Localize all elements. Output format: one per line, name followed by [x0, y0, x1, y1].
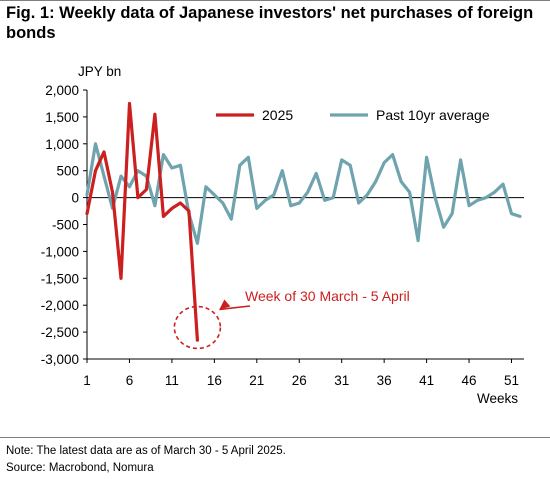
notes: Note: The latest data are as of March 30… [6, 443, 286, 477]
line-chart: 2,000 1,500 1,000 500 0 -500 -1,000 -1,500 -2,00… [41, 64, 524, 406]
source-text: Source: Macrobond, Nomura [6, 462, 154, 474]
y-tick-label: 1,500 [45, 110, 79, 125]
x-tick-label: 21 [249, 373, 264, 388]
x-tick-label: 6 [126, 373, 134, 388]
plot-area: 2,000 1,500 1,000 500 0 -500 -1,000 -1,500 -2,00… [41, 64, 524, 406]
y-tick-label: -500 [52, 218, 79, 233]
x-tick-label: 16 [207, 373, 222, 388]
x-tick-label: 1 [83, 373, 91, 388]
y-tick-label: -1,000 [41, 244, 79, 259]
annotation-arrow-head [219, 299, 231, 310]
x-axis-label: Weeks [477, 391, 518, 406]
y-tick-label: -1,500 [41, 271, 79, 286]
series-average-line [85, 142, 522, 245]
x-tick-label: 11 [165, 373, 179, 388]
chart-title: Fig. 1: Weekly data of Japanese investor… [6, 4, 534, 42]
x-tick-label: 26 [292, 373, 307, 388]
annotation-circle [173, 305, 222, 350]
x-tick-label: 36 [377, 373, 392, 388]
y-tick-label: 2,000 [45, 83, 79, 98]
series-2025-line [85, 101, 199, 342]
legend-average-label: Past 10yr average [376, 107, 490, 123]
x-tick-label: 46 [462, 373, 477, 388]
top-rule [0, 0, 550, 1]
annotation-label: Week of 30 March - 5 April [245, 288, 410, 304]
y-tick-label: 500 [56, 164, 79, 179]
y-axis-label: JPY bn [78, 64, 121, 79]
x-tick-label: 51 [504, 373, 519, 388]
y-tick-label: -2,000 [41, 298, 79, 313]
legend-2025-label: 2025 [262, 107, 293, 123]
x-tick-label: 41 [419, 373, 434, 388]
y-tick-label: 1,000 [45, 137, 79, 152]
annotation-arrow-line [219, 305, 251, 311]
x-tick-label: 31 [334, 373, 349, 388]
y-tick-label: 0 [71, 191, 79, 206]
note-text: Note: The latest data are as of March 30… [6, 445, 286, 457]
y-tick-label: -3,000 [41, 352, 79, 367]
bottom-rule [0, 437, 550, 438]
y-tick-label: -2,500 [41, 325, 79, 340]
